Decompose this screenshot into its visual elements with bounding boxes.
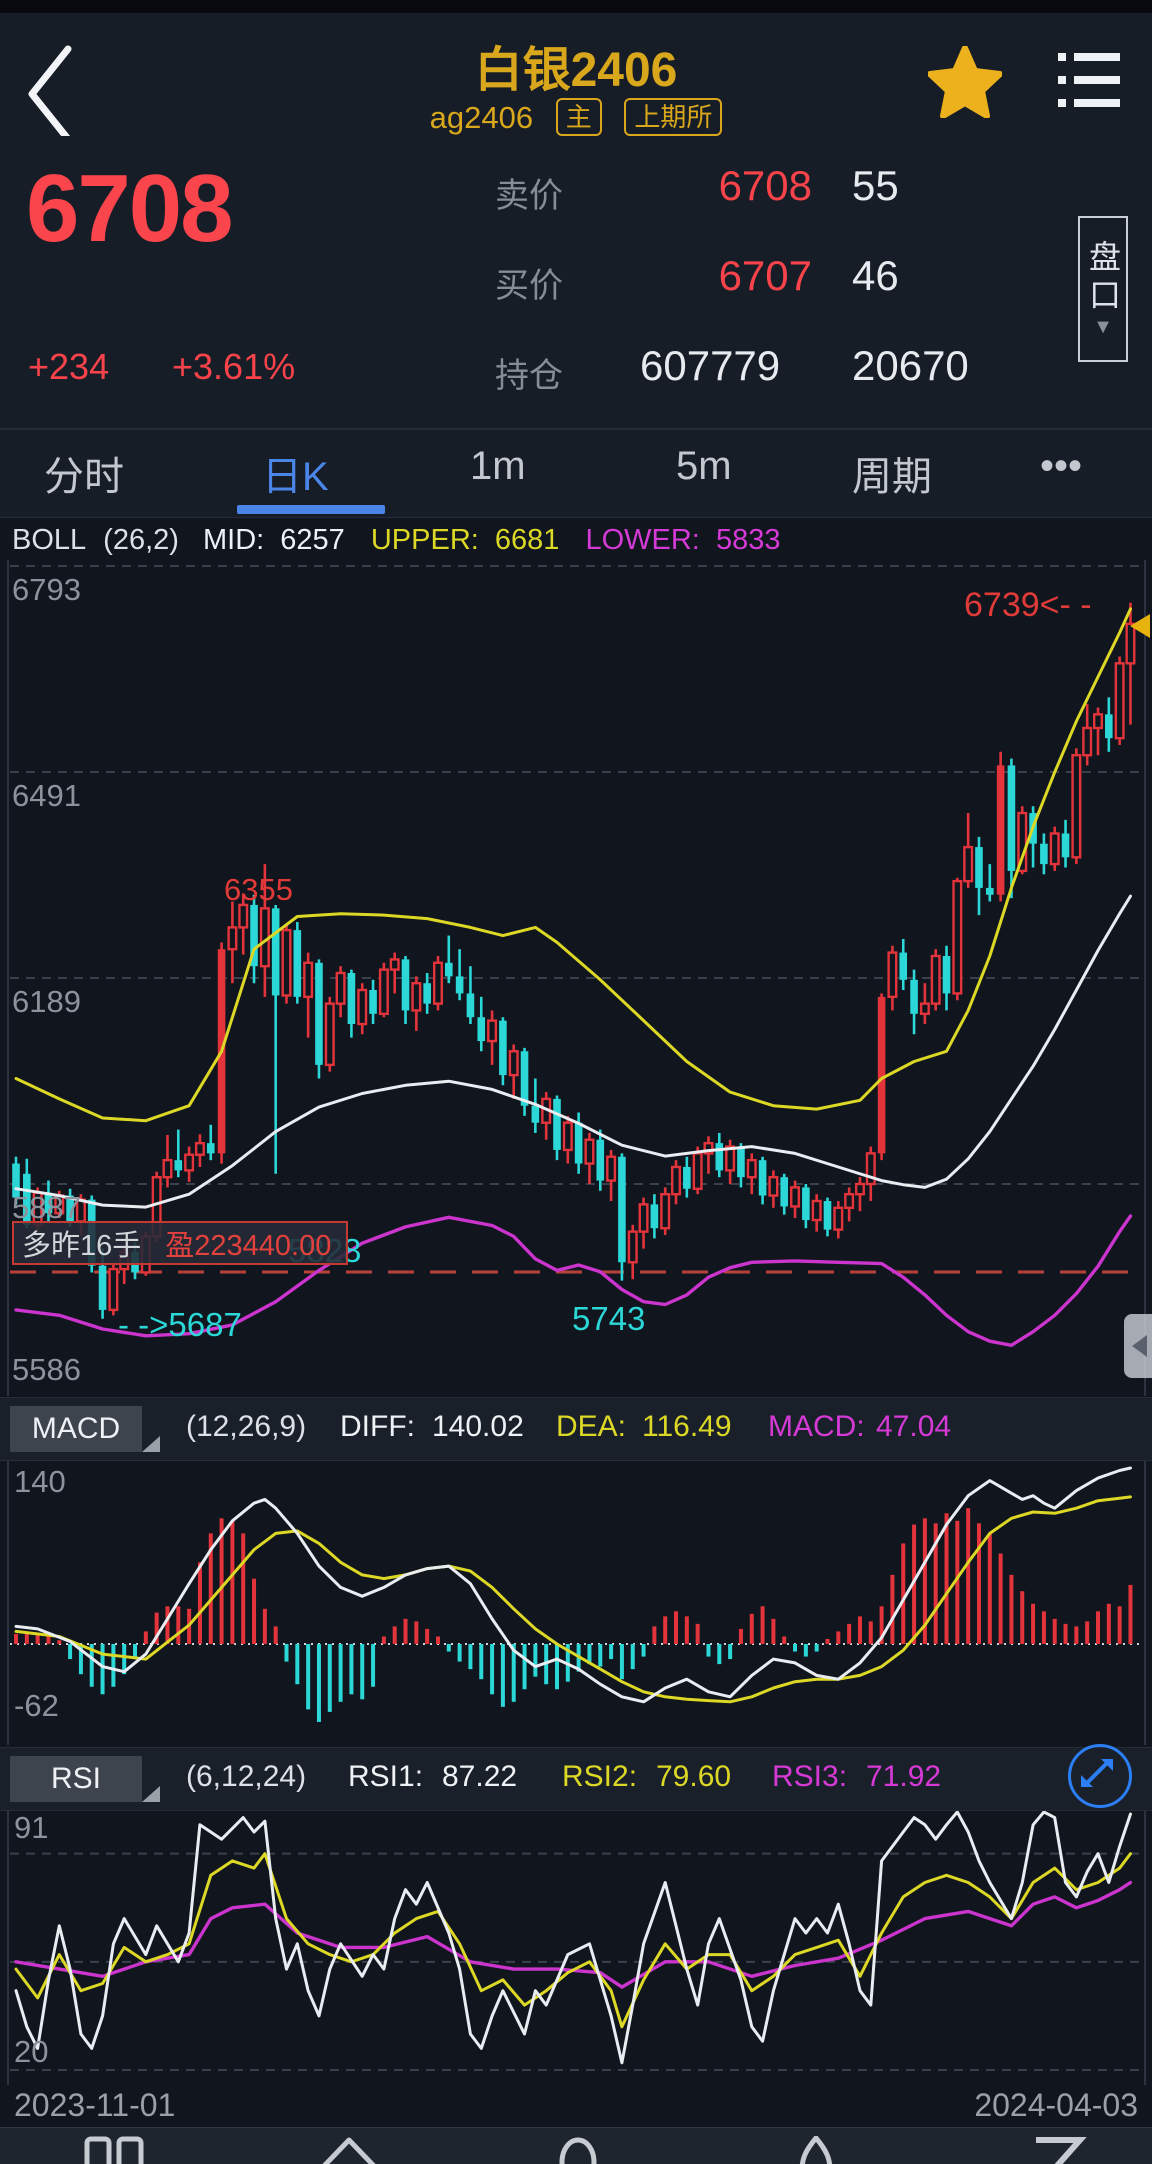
open-interest: 607779 bbox=[640, 342, 781, 389]
macd-macd-value: 47.04 bbox=[876, 1410, 952, 1443]
rsi1-value: 87.22 bbox=[442, 1760, 518, 1793]
rsi-name: RSI bbox=[50, 1762, 101, 1795]
macd-params: (12,26,9) bbox=[186, 1410, 307, 1443]
macd-selector-button[interactable]: MACD bbox=[10, 1406, 142, 1452]
period-tab-bar: 分时 日K 1m 5m 周期 ••• bbox=[0, 430, 1152, 518]
macd-name: MACD bbox=[31, 1412, 121, 1445]
macd-axis-bottom: -62 bbox=[14, 1688, 59, 1723]
main-axis-label-6189: 6189 bbox=[12, 984, 81, 1019]
tab-•••[interactable]: ••• bbox=[1040, 444, 1083, 488]
position-pnl: 盈223440.00 bbox=[165, 1230, 332, 1262]
main-axis-label-6491: 6491 bbox=[12, 778, 81, 813]
bid-label: 买价 bbox=[495, 267, 563, 305]
rsi3-value: 71.92 bbox=[866, 1760, 942, 1793]
ask-price: 6708 bbox=[718, 162, 812, 209]
exchange-tag: 上期所 bbox=[624, 98, 723, 136]
boll-lower-value: 5833 bbox=[715, 524, 781, 556]
early-low-annotation: - ->5687 bbox=[118, 1306, 242, 1343]
rsi-selector-button[interactable]: RSI bbox=[10, 1756, 142, 1802]
header bbox=[0, 13, 1152, 150]
favorite-star-icon[interactable] bbox=[928, 46, 1002, 118]
tab-1m[interactable]: 1m bbox=[470, 444, 526, 488]
boll-mid-value: 6257 bbox=[280, 524, 345, 556]
boll-params: (26,2) bbox=[103, 524, 179, 556]
active-tab-underline bbox=[237, 505, 385, 514]
position-quantity: 多昨16手 bbox=[22, 1230, 142, 1262]
date-end: 2024-04-03 bbox=[974, 2087, 1138, 2123]
rsi1-label: RSI1: bbox=[348, 1760, 424, 1793]
page-handle-arrow-icon bbox=[1131, 1335, 1147, 1357]
main-axis-label-5887: 5887 bbox=[12, 1190, 81, 1225]
macd-axis-top: 140 bbox=[14, 1464, 66, 1499]
status-bar bbox=[0, 0, 1152, 13]
rsi-axis-top: 91 bbox=[14, 1810, 49, 1845]
boll-name: BOLL bbox=[12, 524, 86, 556]
divider bbox=[0, 428, 1152, 430]
swing-high-annotation: 6355 bbox=[224, 872, 293, 907]
boll-upper-label: UPPER: bbox=[370, 524, 479, 556]
macd-macd-label: MACD: bbox=[768, 1410, 865, 1443]
nav-quotes-icon[interactable] bbox=[84, 2136, 146, 2164]
rsi2-label: RSI2: bbox=[562, 1760, 638, 1793]
price-change: +234 bbox=[28, 346, 110, 387]
nav-news-icon[interactable] bbox=[796, 2136, 836, 2164]
tab-周期[interactable]: 周期 bbox=[852, 455, 932, 499]
ask-label: 卖价 bbox=[495, 177, 563, 215]
ask-volume: 55 bbox=[852, 162, 899, 209]
bid-volume: 46 bbox=[852, 252, 899, 299]
tab-分时[interactable]: 分时 bbox=[44, 455, 124, 499]
quote-panel: 6708 +234 +3.61% 卖价 6708 55 买价 6707 46 持… bbox=[0, 150, 1152, 428]
macd-diff-value: 140.02 bbox=[432, 1410, 524, 1443]
page-title: 白银2406 bbox=[474, 44, 678, 97]
menu-list-icon[interactable] bbox=[1058, 51, 1122, 111]
rsi-axis-bottom: 20 bbox=[14, 2034, 49, 2069]
rsi-fold-icon bbox=[142, 1786, 160, 1802]
date-axis: 2023-11-01 2024-04-03 bbox=[0, 2087, 1152, 2127]
boll-mid-label: MID: bbox=[202, 524, 265, 556]
boll-lower-label: LOWER: bbox=[585, 524, 700, 556]
tab-5m[interactable]: 5m bbox=[676, 444, 732, 488]
depth-caret-icon: ▼ bbox=[1093, 316, 1113, 338]
nav-profile-icon[interactable] bbox=[552, 2136, 604, 2164]
nav-trade-icon[interactable] bbox=[1028, 2136, 1090, 2164]
macd-dea-value: 116.49 bbox=[642, 1410, 732, 1443]
macd-fold-icon bbox=[142, 1436, 160, 1452]
chart-background bbox=[0, 517, 1152, 2127]
price-change-percent: +3.61% bbox=[172, 346, 296, 387]
back-icon[interactable] bbox=[18, 41, 88, 136]
macd-header-bar: MACD (12,26,9) DIFF: 140.02 DEA: 116.49 … bbox=[0, 1397, 1152, 1461]
depth-panel-button[interactable]: 盘口 ▼ bbox=[1078, 216, 1128, 362]
main-axis-label-5586: 5586 bbox=[12, 1352, 81, 1387]
boll-upper-value: 6681 bbox=[494, 524, 560, 556]
macd-dea-label: DEA: bbox=[556, 1410, 627, 1443]
expand-arrows-icon bbox=[1081, 1759, 1113, 1787]
depth-button-label: 盘口 bbox=[1085, 240, 1121, 316]
open-interest-label: 持仓 bbox=[495, 357, 563, 395]
last-price: 6708 bbox=[26, 155, 234, 262]
contract-subtitle: ag2406 主 上期所 bbox=[0, 98, 1152, 136]
swing-low-annotation: 5743 bbox=[572, 1300, 646, 1337]
rsi-params: (6,12,24) bbox=[186, 1760, 307, 1793]
bid-price: 6707 bbox=[718, 252, 812, 299]
position-tooltip[interactable]: 多昨16手 盈223440.00 bbox=[12, 1221, 348, 1265]
last-high-annotation: 6739<- - bbox=[964, 586, 1092, 624]
rsi2-value: 79.60 bbox=[656, 1760, 732, 1793]
expand-chart-button[interactable] bbox=[1068, 1744, 1132, 1808]
boll-indicator-row[interactable]: BOLL (26,2) MID: 6257 UPPER: 6681 LOWER:… bbox=[12, 524, 780, 557]
rsi3-label: RSI3: bbox=[772, 1760, 848, 1793]
macd-diff-label: DIFF: bbox=[340, 1410, 415, 1443]
tab-日K[interactable]: 日K bbox=[262, 455, 329, 499]
rsi-header-bar: RSI (6,12,24) RSI1: 87.22 RSI2: 79.60 RS… bbox=[0, 1744, 1152, 1811]
open-interest-change: 20670 bbox=[852, 342, 969, 389]
bottom-nav-bar bbox=[0, 2127, 1152, 2164]
nav-home-icon[interactable] bbox=[318, 2136, 380, 2164]
chart-page-handle[interactable] bbox=[1124, 1314, 1152, 1378]
main-contract-tag: 主 bbox=[555, 98, 602, 136]
date-start: 2023-11-01 bbox=[14, 2087, 176, 2123]
contract-code: ag2406 bbox=[429, 100, 534, 135]
main-axis-label-6793: 6793 bbox=[12, 572, 81, 607]
